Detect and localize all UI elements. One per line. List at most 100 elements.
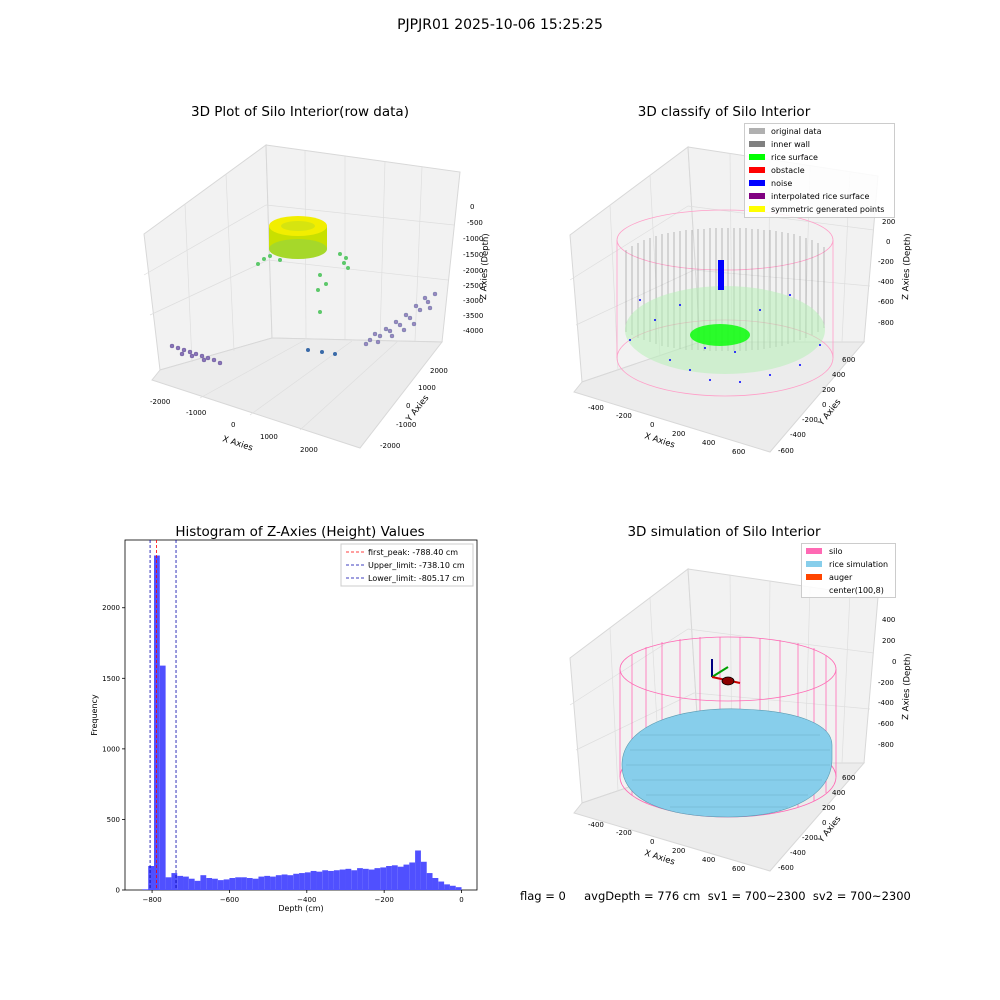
legend-label-noise: noise (771, 179, 792, 188)
hist-bar (351, 870, 358, 890)
hist-bar (304, 872, 311, 890)
hist-bar (258, 876, 265, 890)
panel2-ztick-5: -800 (878, 319, 894, 327)
panel1-ztick-4: -2000 (463, 267, 483, 275)
hist-bar (287, 875, 294, 890)
panel2-ytick-2: -200 (802, 416, 818, 424)
legend-swatch-silo (806, 548, 822, 554)
hist-bar (188, 878, 195, 890)
legend-swatch-obstacle (749, 167, 765, 173)
hist-bar (194, 880, 201, 890)
panel4-xtick-0: -400 (588, 821, 604, 829)
hist-bar (339, 869, 346, 890)
panel2-ytick-1: -400 (790, 431, 806, 439)
legend-label-silo: silo (829, 547, 843, 556)
hist-bar (229, 878, 236, 890)
panel2-noise-points (629, 260, 821, 383)
hist-bar (200, 875, 207, 890)
panel1-ztick-6: -3000 (463, 297, 483, 305)
panel4-ztick-1: 200 (882, 637, 895, 645)
hist-bar (345, 868, 352, 890)
legend-label-rice-surface: rice surface (771, 153, 818, 162)
legend-swatch-rice-surface (749, 154, 765, 160)
hist-bar (171, 873, 178, 890)
panel1-ztick-7: -3500 (463, 312, 483, 320)
legend-label-lower: Lower_limit: -805.17 cm (368, 574, 465, 583)
hist-bar (293, 873, 300, 890)
panel1-3d-plot: -2000 -1000 0 1000 2000 -2000 -1000 0 10… (143, 144, 491, 454)
panel3-histogram: −800 −600 −400 −200 0 0 500 1000 1500 2000 Depth… (90, 539, 478, 913)
panel1-xtick-2: 0 (231, 421, 235, 429)
panel4-xtick-5: 600 (732, 865, 745, 873)
legend-label-auger: auger (829, 573, 853, 582)
figure-title: PJPJR01 2025-10-06 15:25:25 (397, 17, 603, 33)
panel4-ytick-4: 200 (822, 804, 835, 812)
panel2-rice-surface-center (690, 324, 750, 346)
hist-bar (386, 866, 392, 890)
panel1-ztick-5: -2500 (463, 282, 483, 290)
panel1-xtick-0: -2000 (150, 398, 170, 406)
panel4-ytick-6: 600 (842, 774, 855, 782)
panel4-auger (711, 659, 741, 686)
hist-bar (409, 862, 416, 890)
legend-label-upper: Upper_limit: -738.10 cm (368, 561, 465, 570)
legend-swatch-original (749, 128, 765, 134)
y-tick-label: 1500 (102, 675, 120, 683)
legend-swatch-interpolated (749, 193, 765, 199)
hist-bar (391, 865, 398, 890)
x-tick-label: −200 (375, 896, 394, 904)
panel1-scatter-blue (306, 348, 337, 356)
panel4-legend: silo rice simulation auger center(100,8) (801, 543, 896, 598)
hist-bar (310, 870, 317, 890)
panel2-legend: original data inner wall rice surface ob… (744, 123, 895, 218)
panel4-ztick-2: 0 (892, 658, 896, 666)
panel1-ytick-1: -1000 (396, 421, 416, 429)
panel2-ztick-0: 200 (882, 218, 895, 226)
panel4-zlabel: Z Axies (Depth) (901, 653, 913, 720)
panel1-silo-points (269, 216, 327, 259)
hist-vlines (149, 540, 177, 890)
panel4-ytick-2: -200 (802, 834, 818, 842)
y-tick-label: 500 (107, 816, 120, 824)
panel2-ztick-2: -200 (878, 258, 894, 266)
panel1-scatter-green (256, 252, 350, 314)
hist-bar (333, 870, 340, 890)
panel1-ytick-2: 0 (406, 402, 410, 410)
panel4-ztick-5: -600 (878, 720, 894, 728)
hist-bar (165, 877, 172, 890)
hist-bar (357, 868, 363, 890)
panel2-title: 3D classify of Silo Interior (637, 104, 811, 120)
hist-bar (270, 876, 276, 890)
hist-bar (368, 869, 375, 890)
panel2-ztick-4: -600 (878, 298, 894, 306)
hist-bar (328, 870, 334, 890)
hist-bar (142, 889, 149, 890)
panel4-xtick-4: 400 (702, 856, 715, 864)
panel2-ztick-1: 0 (886, 238, 890, 246)
hist-xlabel: Depth (cm) (278, 904, 323, 913)
panel2-xtick-5: 600 (732, 448, 745, 456)
panel4-ytick-3: 0 (822, 819, 826, 827)
panel2-zlabel: Z Axies (Depth) (901, 233, 913, 300)
panel1-xtick-3: 1000 (260, 433, 278, 441)
hist-bar (252, 878, 259, 890)
panel1-ytick-0: -2000 (380, 442, 400, 450)
x-tick-label: −400 (297, 896, 316, 904)
hist-bar (281, 874, 288, 890)
panel1-xtick-1: -1000 (186, 409, 206, 417)
hist-ylabel: Frequency (90, 694, 99, 736)
hist-bar (362, 868, 369, 890)
x-tick-label: −800 (142, 896, 161, 904)
panel4-ztick-6: -800 (878, 741, 894, 749)
hist-bar (432, 878, 439, 890)
hist-xticks: −800 −600 −400 −200 0 (142, 890, 464, 904)
panel4-xtick-1: -200 (616, 829, 632, 837)
hist-bar (275, 875, 282, 890)
hist-bar (397, 866, 404, 890)
hist-bar (246, 878, 253, 890)
panel4-ytick-1: -400 (790, 849, 806, 857)
hist-bar (380, 867, 387, 890)
hist-bar (206, 878, 213, 890)
panel3-title: Histogram of Z-Axies (Height) Values (175, 524, 425, 540)
panel2-xtick-1: -200 (616, 412, 632, 420)
